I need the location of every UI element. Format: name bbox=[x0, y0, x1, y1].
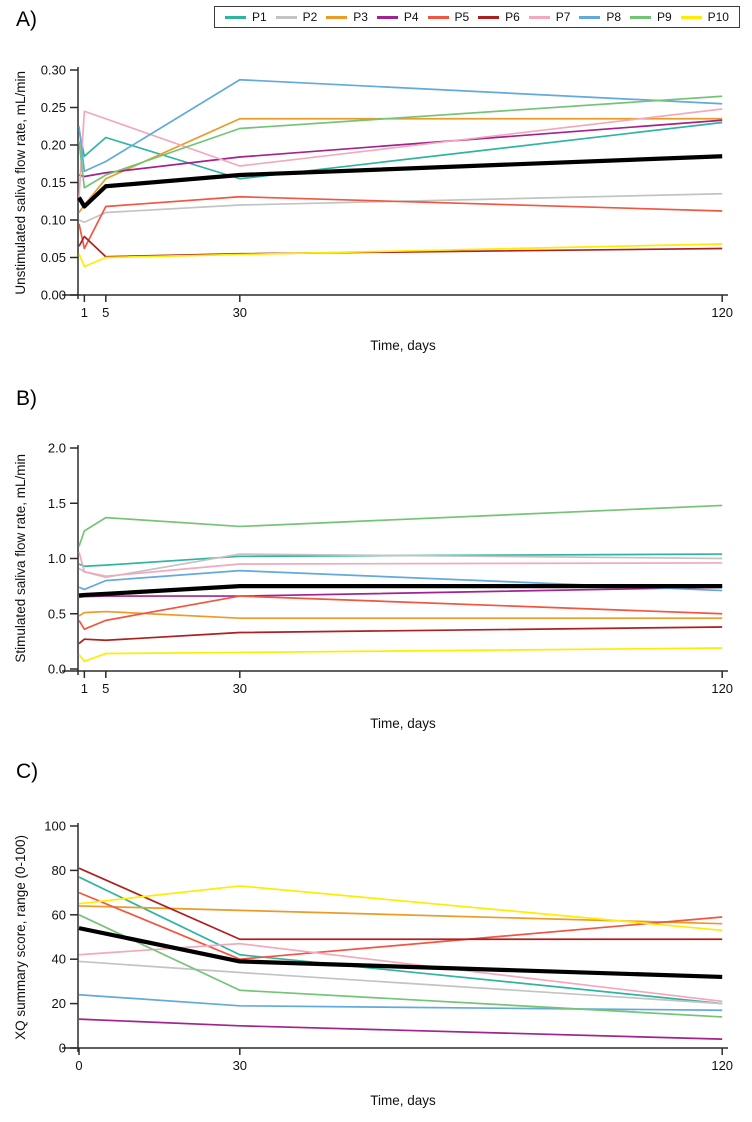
x-tick-label: 120 bbox=[711, 1058, 733, 1073]
y-tick-label: 80 bbox=[52, 863, 66, 878]
y-tick-label: 40 bbox=[52, 952, 66, 967]
legend-label: P8 bbox=[606, 10, 622, 24]
p1-line-swatch-icon bbox=[225, 15, 246, 19]
x-tick-label: 5 bbox=[102, 681, 109, 696]
panel-B-series-P6-line bbox=[78, 626, 723, 645]
p7-line-swatch-icon bbox=[528, 15, 550, 19]
panel-B-series-P2-line bbox=[78, 553, 723, 579]
x-tick-label: 30 bbox=[233, 305, 247, 320]
y-tick-label: 0.15 bbox=[41, 175, 66, 190]
x-tick-label: 30 bbox=[233, 681, 247, 696]
y-tick-label: 0.05 bbox=[41, 250, 66, 265]
panel-A-series-P8-line bbox=[78, 78, 723, 173]
y-tick-label: 60 bbox=[52, 907, 66, 922]
panel-B-series-P8-line bbox=[78, 569, 723, 592]
panel-C-mean-line bbox=[78, 926, 723, 980]
x-tick-label: 120 bbox=[711, 305, 733, 320]
legend-item-p7: P7 bbox=[528, 10, 571, 24]
panel-A-series-P7-line bbox=[78, 108, 723, 198]
panel-C-series-P7-line bbox=[78, 942, 723, 1003]
legend-label: P9 bbox=[657, 10, 672, 24]
panel-a-y-axis-title: Unstimulated saliva flow rate, mL/min bbox=[12, 70, 28, 295]
y-tick-label: 0.25 bbox=[41, 100, 66, 115]
legend-label: P2 bbox=[302, 10, 318, 24]
panel-B-series-P3-line bbox=[78, 610, 723, 620]
x-tick-label: 1 bbox=[81, 305, 88, 320]
panel-C-series-P4-line bbox=[78, 1018, 723, 1040]
y-tick-label: 20 bbox=[52, 996, 66, 1011]
y-tick-label: 1.5 bbox=[48, 496, 66, 511]
legend-item-p6: P6 bbox=[478, 10, 520, 24]
panel-C-series-P2-line bbox=[78, 960, 723, 1005]
y-tick-label: 0.5 bbox=[48, 606, 66, 621]
y-tick-label: 0.30 bbox=[41, 63, 66, 78]
panel-A-series-P10-line bbox=[78, 243, 723, 268]
panel-a-x-axis-title: Time, days bbox=[370, 338, 436, 353]
panel-c-letter: C) bbox=[16, 760, 39, 783]
p4-line-swatch-icon bbox=[376, 15, 398, 19]
y-tick-label: 0.20 bbox=[41, 138, 66, 153]
legend-item-p9: P9 bbox=[630, 10, 672, 24]
y-tick-label: 0.10 bbox=[41, 213, 66, 228]
x-tick-label: 1 bbox=[81, 681, 88, 696]
panel-b-x-axis-title: Time, days bbox=[370, 716, 436, 731]
panel-C-series-P10-line bbox=[78, 885, 723, 932]
p2-line-swatch-icon bbox=[275, 15, 297, 19]
panel-c-y-axis-title: XQ summary score, range (0-100) bbox=[12, 834, 28, 1040]
legend-label: P4 bbox=[403, 10, 419, 24]
legend-label: P7 bbox=[555, 10, 571, 24]
legend-item-p10: P10 bbox=[680, 10, 729, 24]
legend-item-p4: P4 bbox=[376, 10, 419, 24]
panel-A-series-P5-line bbox=[78, 195, 723, 250]
x-tick-label: 5 bbox=[102, 305, 109, 320]
p10-line-swatch-icon bbox=[680, 15, 702, 19]
p5-line-swatch-icon bbox=[427, 15, 449, 19]
panel-C-series-P1-line bbox=[78, 876, 723, 1005]
y-tick-label: 0 bbox=[59, 1041, 66, 1056]
p9-line-swatch-icon bbox=[630, 15, 651, 19]
panel-B-series-P7-line bbox=[78, 551, 723, 578]
panel-A-series-P9-line bbox=[78, 95, 723, 189]
x-tick-label: 0 bbox=[75, 1058, 82, 1073]
p6-line-swatch-icon bbox=[478, 15, 500, 19]
panel-c-x-axis-title: Time, days bbox=[370, 1093, 436, 1108]
panel-b-letter: B) bbox=[16, 387, 37, 410]
panel-b-y-axis-title: Stimulated saliva flow rate, mL/min bbox=[12, 453, 28, 663]
legend-label: P1 bbox=[252, 10, 267, 24]
panel-C-series-P5-line bbox=[78, 891, 723, 961]
legend-box: P1 P2 P3 P4 P5 P6 P7 P8 P9 P10 bbox=[214, 6, 740, 28]
panel-B-series-P10-line bbox=[78, 647, 723, 663]
legend-label: P5 bbox=[454, 10, 470, 24]
p3-line-swatch-icon bbox=[326, 15, 348, 19]
legend-label: P10 bbox=[707, 10, 729, 24]
legend-item-p2: P2 bbox=[275, 10, 318, 24]
legend-item-p8: P8 bbox=[579, 10, 621, 24]
y-tick-label: 0.00 bbox=[41, 288, 66, 303]
panel-A-mean-line bbox=[77, 154, 723, 209]
p8-line-swatch-icon bbox=[579, 15, 601, 19]
panel-B-mean-line bbox=[78, 584, 723, 598]
x-tick-label: 120 bbox=[711, 681, 733, 696]
panel-C-series-P6-line bbox=[78, 867, 723, 941]
y-tick-label: 0.0 bbox=[48, 662, 66, 677]
legend-label: P3 bbox=[353, 10, 368, 24]
panel-a-letter: A) bbox=[16, 8, 37, 31]
legend-item-p1: P1 bbox=[225, 10, 267, 24]
y-tick-label: 2.0 bbox=[48, 441, 66, 456]
panel-A-series-P3-line bbox=[78, 117, 723, 213]
legend-label: P6 bbox=[505, 10, 520, 24]
legend-item-p3: P3 bbox=[326, 10, 368, 24]
panel-B-series-P5-line bbox=[78, 595, 723, 631]
legend-item-p5: P5 bbox=[427, 10, 470, 24]
panel-B-series-P9-line bbox=[78, 504, 723, 547]
x-tick-label: 30 bbox=[233, 1058, 247, 1073]
y-tick-label: 1.0 bbox=[48, 551, 66, 566]
panel-C-series-P3-line bbox=[78, 905, 723, 925]
y-tick-label: 100 bbox=[44, 819, 66, 834]
